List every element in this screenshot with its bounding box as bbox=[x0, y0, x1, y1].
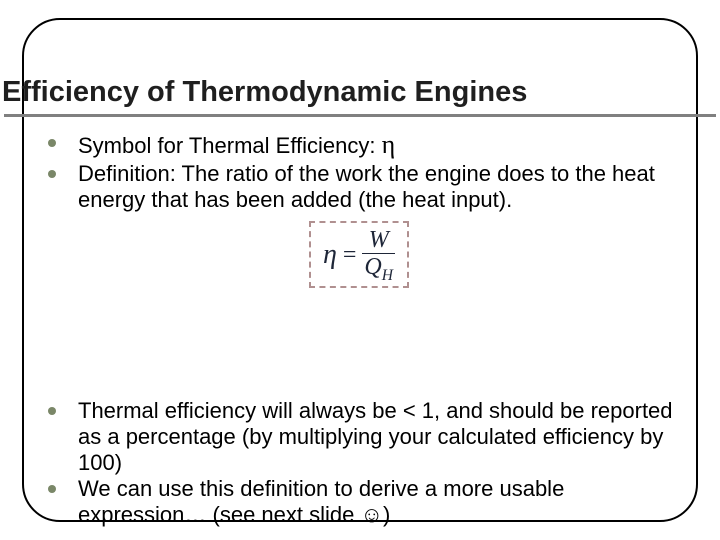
equation-box: η = W QH bbox=[309, 221, 409, 288]
equation-fraction: W QH bbox=[362, 228, 395, 283]
bullet-item-2: Definition: The ratio of the work the en… bbox=[48, 161, 680, 213]
bullet-4-text: We can use this definition to derive a m… bbox=[78, 476, 680, 528]
bullet-marker-icon bbox=[48, 170, 56, 178]
fraction-denominator: QH bbox=[362, 254, 395, 283]
fraction-numerator: W bbox=[367, 228, 391, 253]
bullet-item-3: Thermal efficiency will always be < 1, a… bbox=[48, 398, 680, 476]
equation-lhs: η bbox=[323, 241, 343, 269]
equation-equals: = bbox=[343, 243, 363, 267]
smiley-icon: ☺ bbox=[360, 502, 382, 527]
denom-base: Q bbox=[364, 254, 381, 280]
bullet-4-suffix: ) bbox=[383, 502, 390, 527]
bullet-1-prefix: Symbol for Thermal Efficiency: bbox=[78, 133, 382, 158]
equation: η = W QH bbox=[323, 228, 395, 283]
title-underline bbox=[4, 114, 716, 117]
content-area: Symbol for Thermal Efficiency: η Definit… bbox=[48, 130, 680, 536]
bullet-item-4: We can use this definition to derive a m… bbox=[48, 476, 680, 528]
bullet-group-1: Symbol for Thermal Efficiency: η Definit… bbox=[48, 130, 680, 213]
eta-symbol: η bbox=[382, 130, 396, 159]
slide-title: Efficiency of Thermodynamic Engines bbox=[2, 76, 718, 109]
bullet-item-1: Symbol for Thermal Efficiency: η bbox=[48, 130, 680, 161]
bullet-2-text: Definition: The ratio of the work the en… bbox=[78, 161, 680, 213]
bullet-marker-icon bbox=[48, 485, 56, 493]
bullet-marker-icon bbox=[48, 139, 56, 147]
bullet-group-2: Thermal efficiency will always be < 1, a… bbox=[48, 398, 680, 528]
bullet-4-prefix: We can use this definition to derive a m… bbox=[78, 476, 564, 527]
bullet-1-text: Symbol for Thermal Efficiency: η bbox=[78, 130, 680, 161]
bullet-3-text: Thermal efficiency will always be < 1, a… bbox=[78, 398, 680, 476]
denom-subscript: H bbox=[382, 266, 393, 283]
equation-container: η = W QH bbox=[38, 221, 680, 288]
bullet-marker-icon bbox=[48, 407, 56, 415]
